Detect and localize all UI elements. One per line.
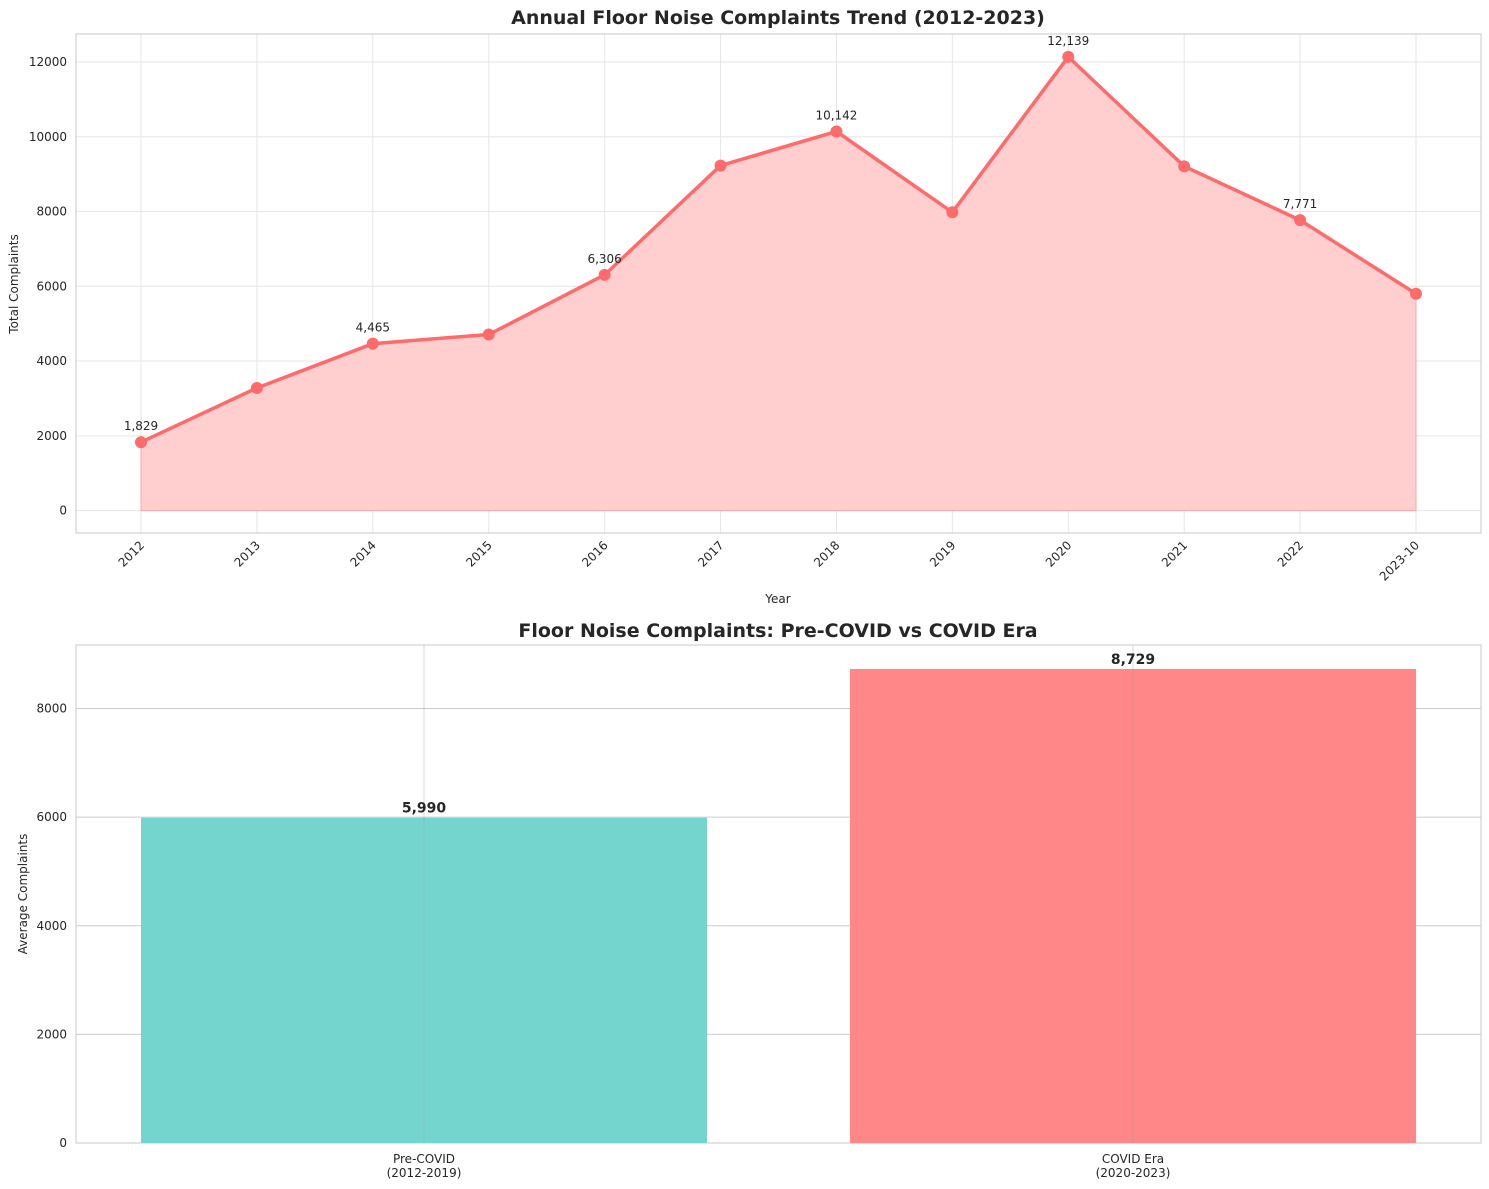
bar-chart-y-tick-label: 2000 xyxy=(36,1027,67,1041)
line-chart-x-tick-label: 2012 xyxy=(116,538,147,569)
bar-chart-y-tick-label: 8000 xyxy=(36,702,67,716)
bar-chart-y-tick-label: 6000 xyxy=(36,810,67,824)
bar-chart-y-ticks: 0 2000 4000 6000 8000 xyxy=(36,702,67,1150)
line-chart-y-tick-label: 6000 xyxy=(36,279,67,293)
line-chart-point xyxy=(714,159,727,172)
bar-chart-title: Floor Noise Complaints: Pre-COVID vs COV… xyxy=(518,620,1037,642)
line-chart-annotations: 1,829 4,465 6,306 10,142 12,139 7,771 xyxy=(124,34,1317,433)
line-chart-annotation: 7,771 xyxy=(1283,197,1317,211)
bar-chart-x-tick-label: COVID Era xyxy=(1102,1152,1164,1166)
line-chart-y-tick-label: 12000 xyxy=(29,55,67,69)
line-chart-y-ticks: 0 2000 4000 6000 8000 10000 12000 xyxy=(29,55,67,518)
bar-chart-bar xyxy=(850,668,1416,1143)
line-chart-x-tick-label: 2018 xyxy=(811,538,842,569)
line-chart-annotation: 10,142 xyxy=(815,108,857,122)
line-chart-x-tick-label: 2014 xyxy=(347,538,378,569)
bar-chart-v-grid xyxy=(423,645,1134,1143)
line-chart-x-tick-label: 2020 xyxy=(1043,538,1074,569)
bar-chart-value-labels: 5,990 8,729 xyxy=(402,652,1155,817)
bar-chart: Floor Noise Complaints: Pre-COVID vs COV… xyxy=(16,620,1482,1180)
line-chart-y-tick-label: 4000 xyxy=(36,354,67,368)
bar-chart-value-label: 8,729 xyxy=(1111,652,1155,668)
line-chart-y-tick-label: 8000 xyxy=(36,205,67,219)
line-chart-point xyxy=(1410,287,1422,300)
line-chart-annotation: 4,465 xyxy=(356,321,390,335)
line-chart-x-tick-label: 2019 xyxy=(927,538,958,569)
bar-chart-y-tick-label: 0 xyxy=(59,1136,67,1150)
line-chart-point xyxy=(946,206,959,219)
line-chart-x-tick-label: 2022 xyxy=(1275,538,1306,569)
line-chart-x-tick-label: 2021 xyxy=(1159,538,1190,569)
line-chart-point xyxy=(1062,50,1075,63)
line-chart-x-tick-label: 2015 xyxy=(463,538,494,569)
bar-chart-frame xyxy=(75,644,1482,1144)
line-chart-annotation: 1,829 xyxy=(124,419,158,433)
line-chart-point xyxy=(250,381,263,394)
line-chart-point xyxy=(482,328,495,341)
bar-chart-x-tick-label: Pre-COVID xyxy=(393,1152,455,1166)
line-chart-annotation: 6,306 xyxy=(587,252,621,266)
bar-chart-x-tick-sublabel: (2012-2019) xyxy=(387,1166,462,1180)
bar-chart-x-tick-sublabel: (2020-2023) xyxy=(1096,1166,1171,1180)
line-chart-y-tick-label: 0 xyxy=(59,504,67,518)
line-chart-frame xyxy=(75,33,1482,534)
line-chart-point xyxy=(135,436,147,449)
line-chart-point xyxy=(1294,214,1307,227)
line-chart-point xyxy=(366,337,379,350)
bar-chart-y-axis-label: Average Complaints xyxy=(16,834,30,955)
line-chart-x-tick-label: 2016 xyxy=(579,538,610,569)
line-chart-x-axis-label: Year xyxy=(764,592,790,606)
line-chart-point xyxy=(598,268,611,281)
bar-chart-value-label: 5,990 xyxy=(402,801,447,817)
line-chart-y-tick-label: 10000 xyxy=(29,130,67,144)
bar-chart-x-ticks: Pre-COVID(2012-2019) COVID Era(2020-2023) xyxy=(387,1152,1171,1180)
line-chart-point xyxy=(830,125,843,138)
line-chart-area-fill xyxy=(140,56,1417,512)
line-chart-y-axis-label: Total Complaints xyxy=(7,234,21,334)
line-chart-title: Annual Floor Noise Complaints Trend (201… xyxy=(511,7,1045,29)
bar-chart-bars xyxy=(141,668,1416,1143)
line-chart-point xyxy=(1178,160,1191,173)
bar-chart-y-tick-label: 4000 xyxy=(36,919,67,933)
line-chart-annotation: 12,139 xyxy=(1047,34,1089,48)
bar-chart-bar xyxy=(141,817,707,1143)
line-chart-x-tick-label: 2017 xyxy=(695,538,726,569)
line-chart-x-tick-label: 2013 xyxy=(232,538,263,569)
line-chart-x-ticks: 2012 2013 2014 2015 2016 2017 2018 2019 2020 2021… xyxy=(116,538,1422,583)
line-chart-points xyxy=(135,50,1422,449)
line-chart-x-tick-label: 2023-10 xyxy=(1377,538,1422,583)
line-chart-y-tick-label: 2000 xyxy=(36,429,67,443)
line-chart: Annual Floor Noise Complaints Trend (201… xyxy=(7,7,1482,606)
line-chart-series-line xyxy=(140,55,1417,444)
